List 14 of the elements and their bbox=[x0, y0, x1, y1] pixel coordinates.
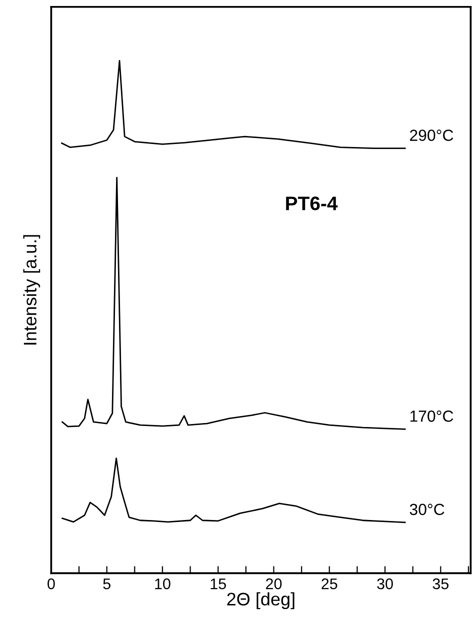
x-tick-label: 5 bbox=[103, 578, 110, 590]
x-tick-label: 15 bbox=[210, 578, 226, 590]
x-tick-label: 25 bbox=[322, 578, 338, 590]
series-label: 30°C bbox=[410, 504, 444, 516]
x-tick-label: 0 bbox=[48, 578, 55, 590]
x-tick-label: 30 bbox=[377, 578, 393, 590]
x-tick-label: 35 bbox=[432, 578, 448, 590]
x-tick-label: 10 bbox=[155, 578, 170, 590]
series-label: 290°C bbox=[410, 130, 454, 141]
series-label: 170°C bbox=[410, 410, 454, 422]
x-tick-label: 20 bbox=[266, 578, 282, 590]
annotation: PT6-4 bbox=[286, 196, 338, 210]
x-axis-title: 2Θ [deg] bbox=[227, 592, 294, 610]
y-axis-title: Intensity [a.u.] bbox=[23, 235, 40, 345]
